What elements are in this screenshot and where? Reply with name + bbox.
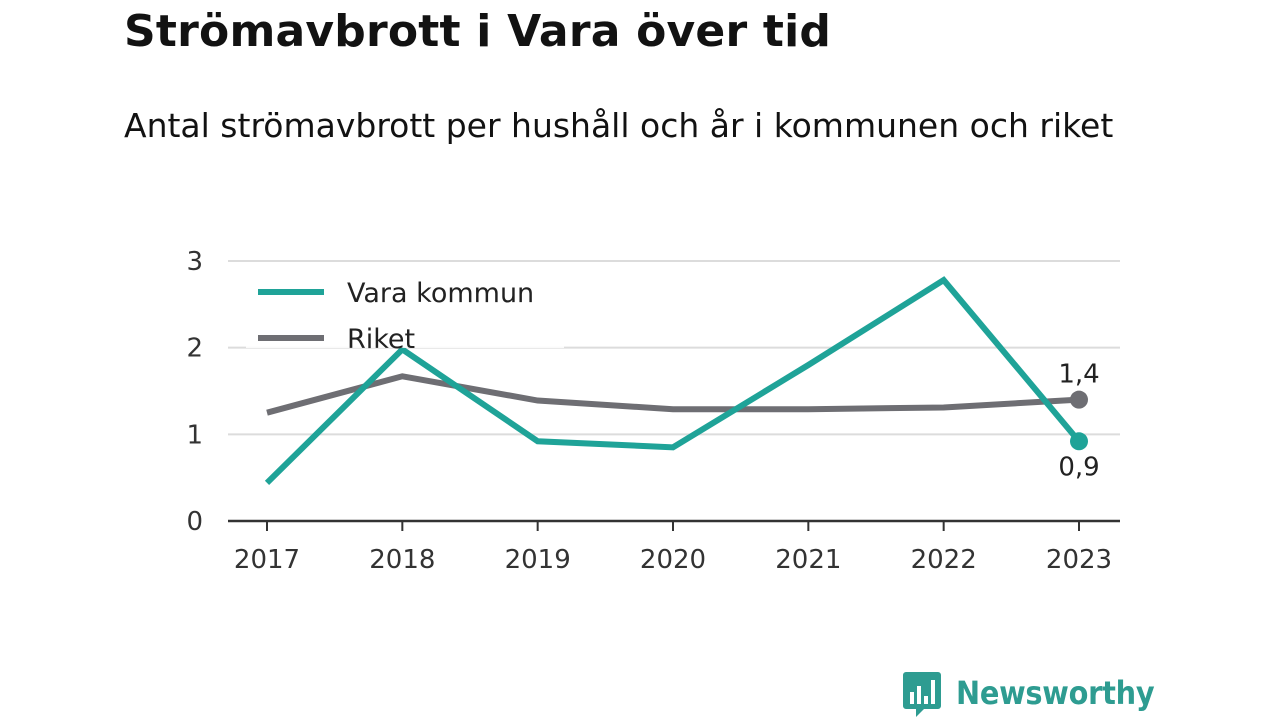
y-tick-label: 2 bbox=[186, 334, 203, 364]
x-tick-label: 2023 bbox=[1046, 545, 1112, 575]
x-tick-label: 2019 bbox=[505, 545, 571, 575]
series-line-riket bbox=[266, 373, 1080, 416]
series-line-vara-kommun bbox=[264, 276, 1082, 486]
y-tick-label: 3 bbox=[186, 247, 203, 277]
legend-label: Vara kommun bbox=[347, 278, 534, 309]
x-axis-ticks: 2017 2018 2019 2020 2021 2022 2023 bbox=[234, 521, 1112, 575]
x-tick-label: 2021 bbox=[775, 545, 841, 575]
legend-label: Riket bbox=[347, 324, 415, 355]
brand-name: Newsworthy bbox=[956, 674, 1155, 712]
x-tick-label: 2017 bbox=[234, 545, 300, 575]
end-labels: 0,9 1,4 bbox=[1058, 360, 1099, 483]
end-value-label: 0,9 bbox=[1058, 452, 1099, 482]
chart-title: Strömavbrott i Vara över tid bbox=[124, 6, 832, 57]
chart-subtitle: Antal strömavbrott per hushåll och år i … bbox=[124, 106, 1114, 145]
brand-logo: Newsworthy bbox=[902, 668, 1176, 718]
end-value-label: 1,4 bbox=[1058, 360, 1099, 390]
newsworthy-logo-icon bbox=[903, 672, 941, 717]
y-tick-label: 0 bbox=[186, 507, 203, 537]
y-tick-label: 1 bbox=[186, 420, 203, 450]
y-axis-ticks: 0 1 2 3 bbox=[186, 247, 203, 537]
x-tick-label: 2020 bbox=[640, 545, 706, 575]
x-tick-label: 2018 bbox=[369, 545, 435, 575]
legend: Vara kommun Riket bbox=[246, 270, 564, 355]
x-tick-label: 2022 bbox=[911, 545, 977, 575]
end-dot bbox=[1070, 432, 1088, 451]
end-dot bbox=[1070, 390, 1088, 409]
series-lines bbox=[264, 276, 1082, 486]
